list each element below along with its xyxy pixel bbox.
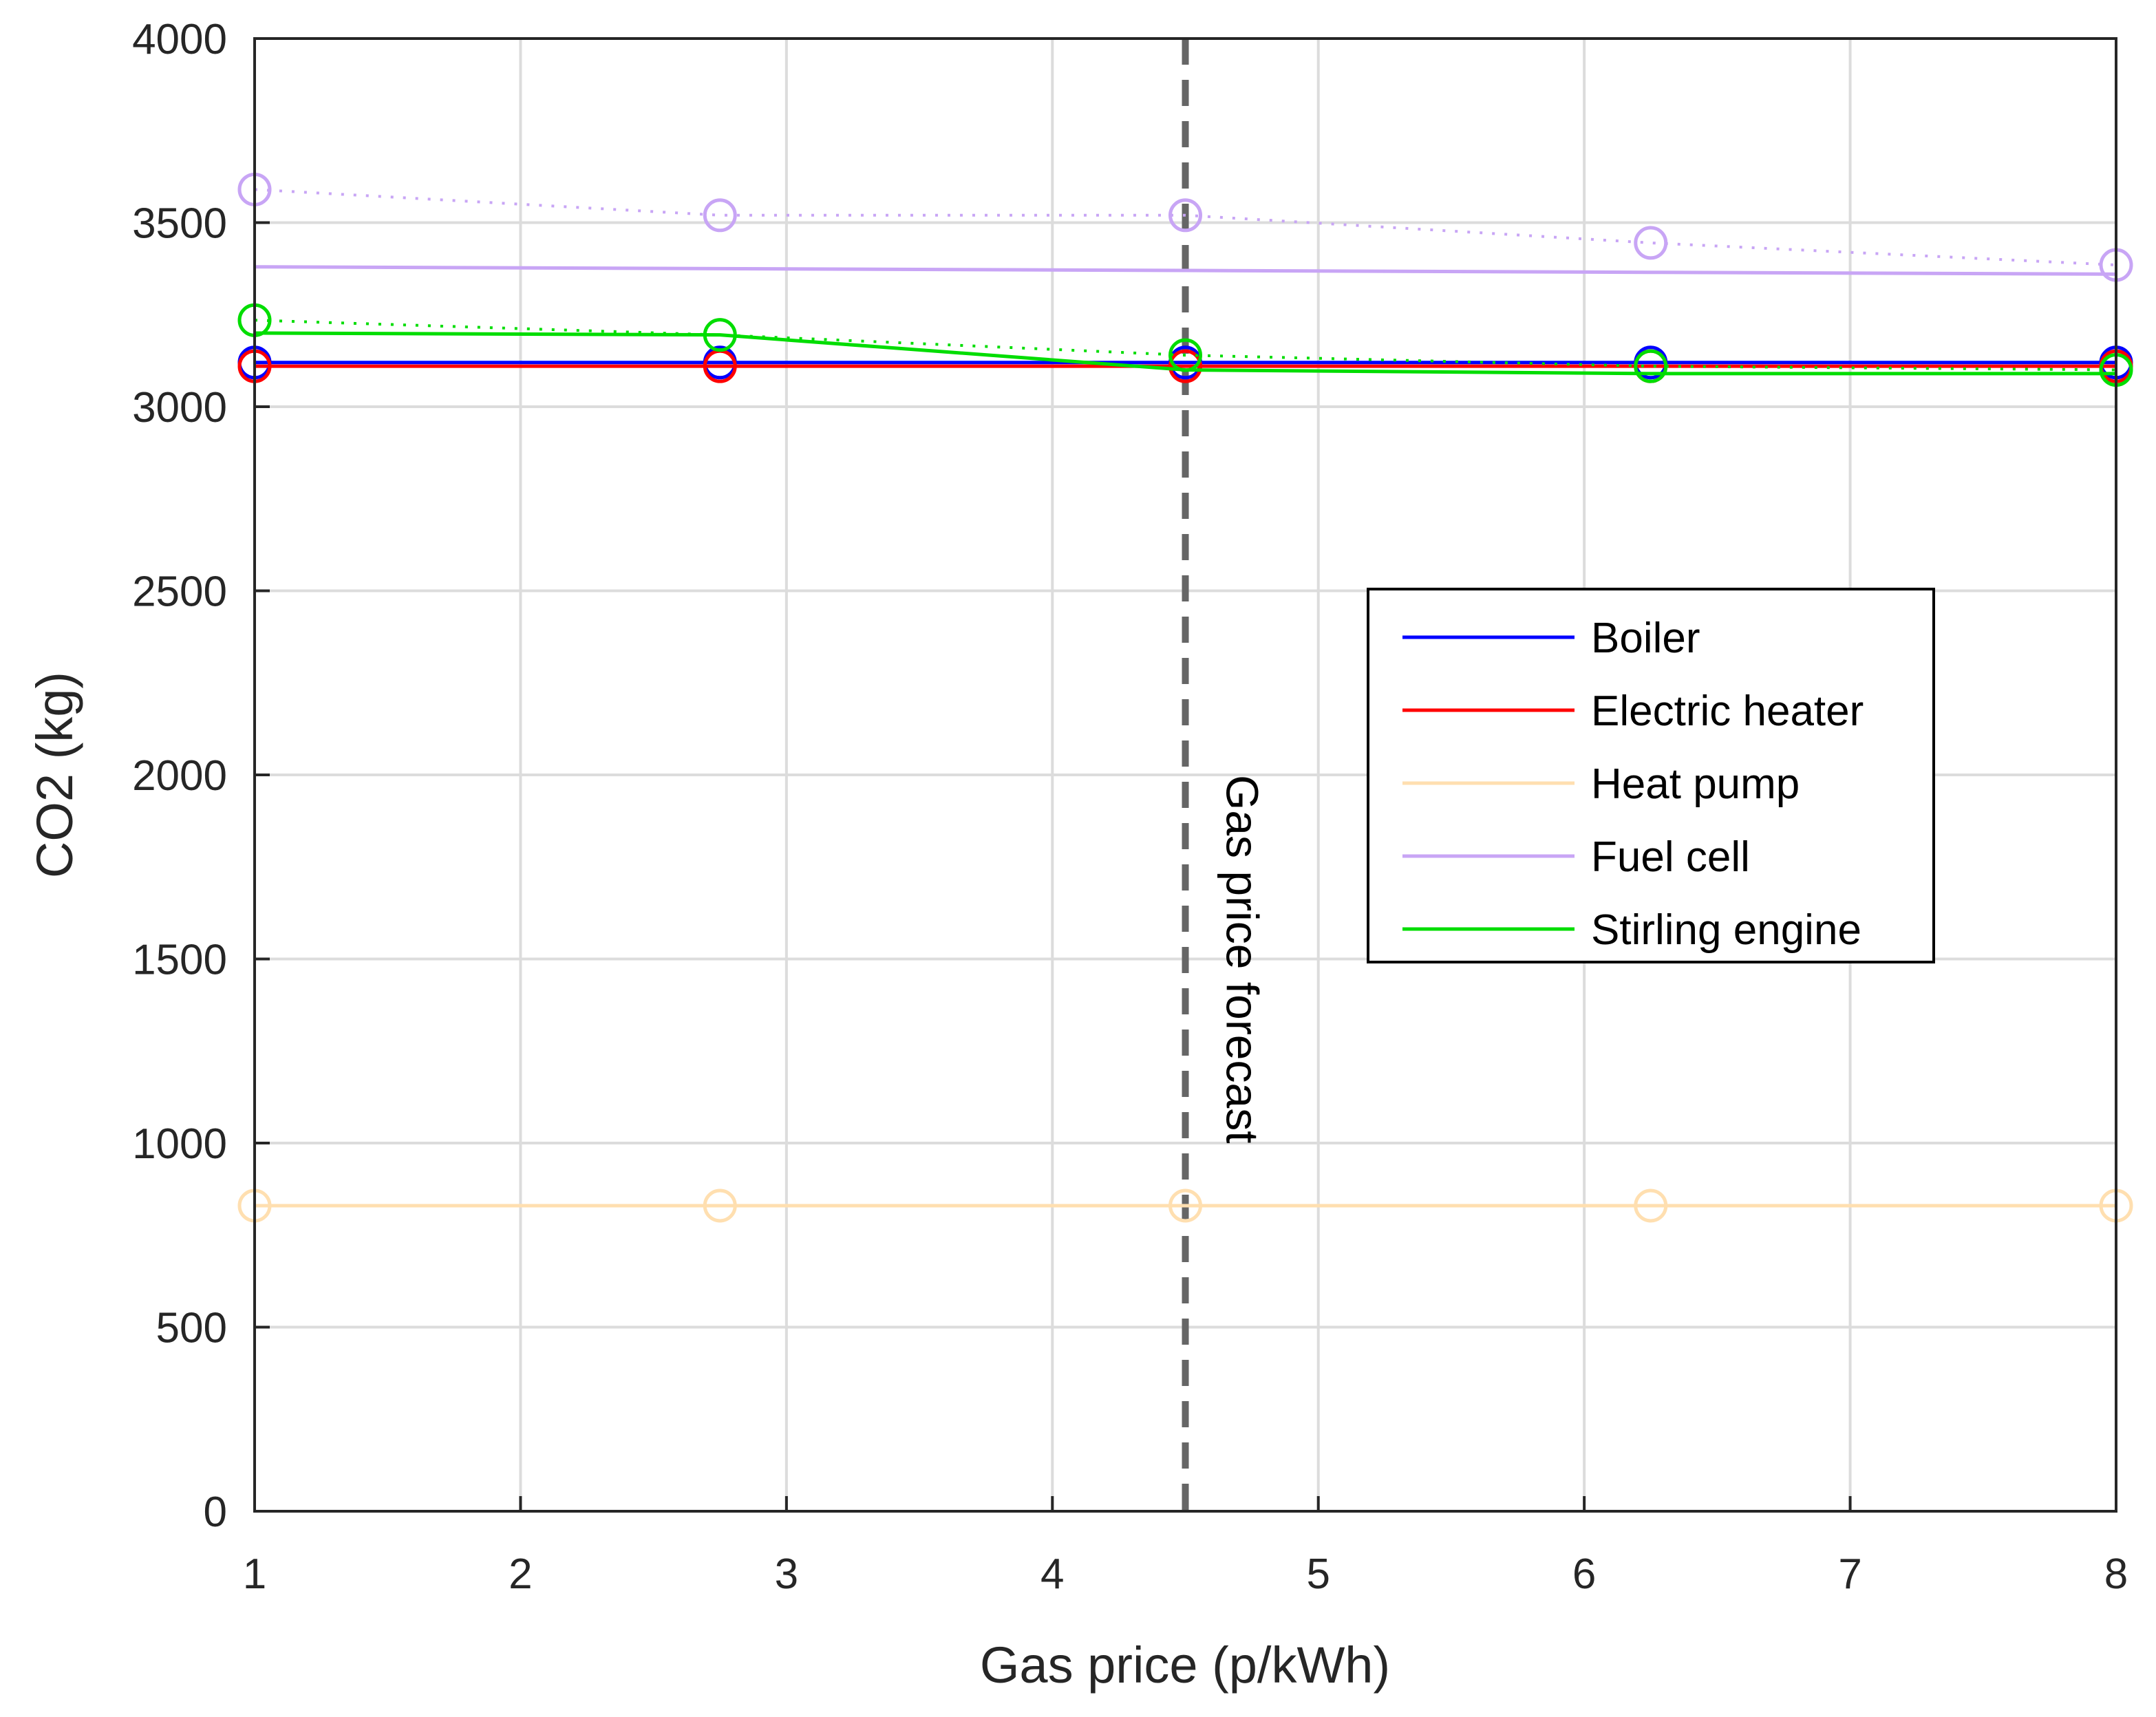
legend-label: Fuel cell — [1591, 833, 1750, 881]
x-tick-label: 2 — [509, 1550, 532, 1598]
data-point — [1634, 226, 1668, 260]
y-tick-label: 2500 — [132, 568, 227, 616]
data-point — [703, 1188, 737, 1223]
annotation-layer: Gas price forecast — [1182, 39, 1268, 1511]
series-dotted-line — [254, 319, 2117, 372]
series-solid-line — [254, 265, 2117, 276]
legend-label: Heat pump — [1591, 760, 1800, 808]
x-tick-label: 3 — [775, 1550, 798, 1598]
data-point — [1168, 198, 1202, 233]
x-tick-label: 7 — [1838, 1550, 1861, 1598]
data-point — [703, 198, 737, 233]
series-dotted-line — [254, 188, 2117, 267]
data-point — [1168, 1188, 1202, 1223]
legend-label: Boiler — [1591, 615, 1700, 662]
legend-label: Electric heater — [1591, 687, 1864, 735]
x-tick-label: 6 — [1572, 1550, 1596, 1598]
data-point — [1634, 1188, 1668, 1223]
x-tick-label: 4 — [1040, 1550, 1064, 1598]
y-tick-label: 3000 — [132, 384, 227, 431]
y-tick-label: 1500 — [132, 937, 227, 984]
legend: Boiler Electric heater Heat pump Fuel cell S… — [1367, 588, 1935, 963]
data-point — [1168, 349, 1202, 383]
y-tick-label: 0 — [204, 1489, 227, 1536]
forecast-label: Gas price forecast — [1217, 775, 1268, 1144]
legend-label: Stirling engine — [1591, 906, 1861, 954]
series-layer — [237, 172, 2133, 1223]
y-tick-label: 1000 — [132, 1120, 227, 1168]
data-point — [1634, 349, 1668, 383]
x-tick-label: 8 — [2104, 1550, 2128, 1598]
data-point — [703, 318, 737, 352]
y-tick-label: 2000 — [132, 752, 227, 800]
x-tick-label: 5 — [1306, 1550, 1330, 1598]
y-tick-label: 3500 — [132, 200, 227, 248]
legend-box — [1367, 588, 1935, 963]
y-tick-label: 4000 — [132, 16, 227, 63]
x-tick-label: 1 — [243, 1550, 266, 1598]
tick-layer: 1 2 3 4 5 6 7 8 0 500 1000 1500 2000 2500 3000 3500 4000 — [132, 16, 2128, 1598]
x-axis-title: Gas price (p/kWh) — [980, 1636, 1390, 1694]
y-tick-label: 500 — [156, 1305, 227, 1352]
data-point — [1168, 338, 1202, 372]
y-axis-title: CO2 (kg) — [26, 672, 83, 878]
